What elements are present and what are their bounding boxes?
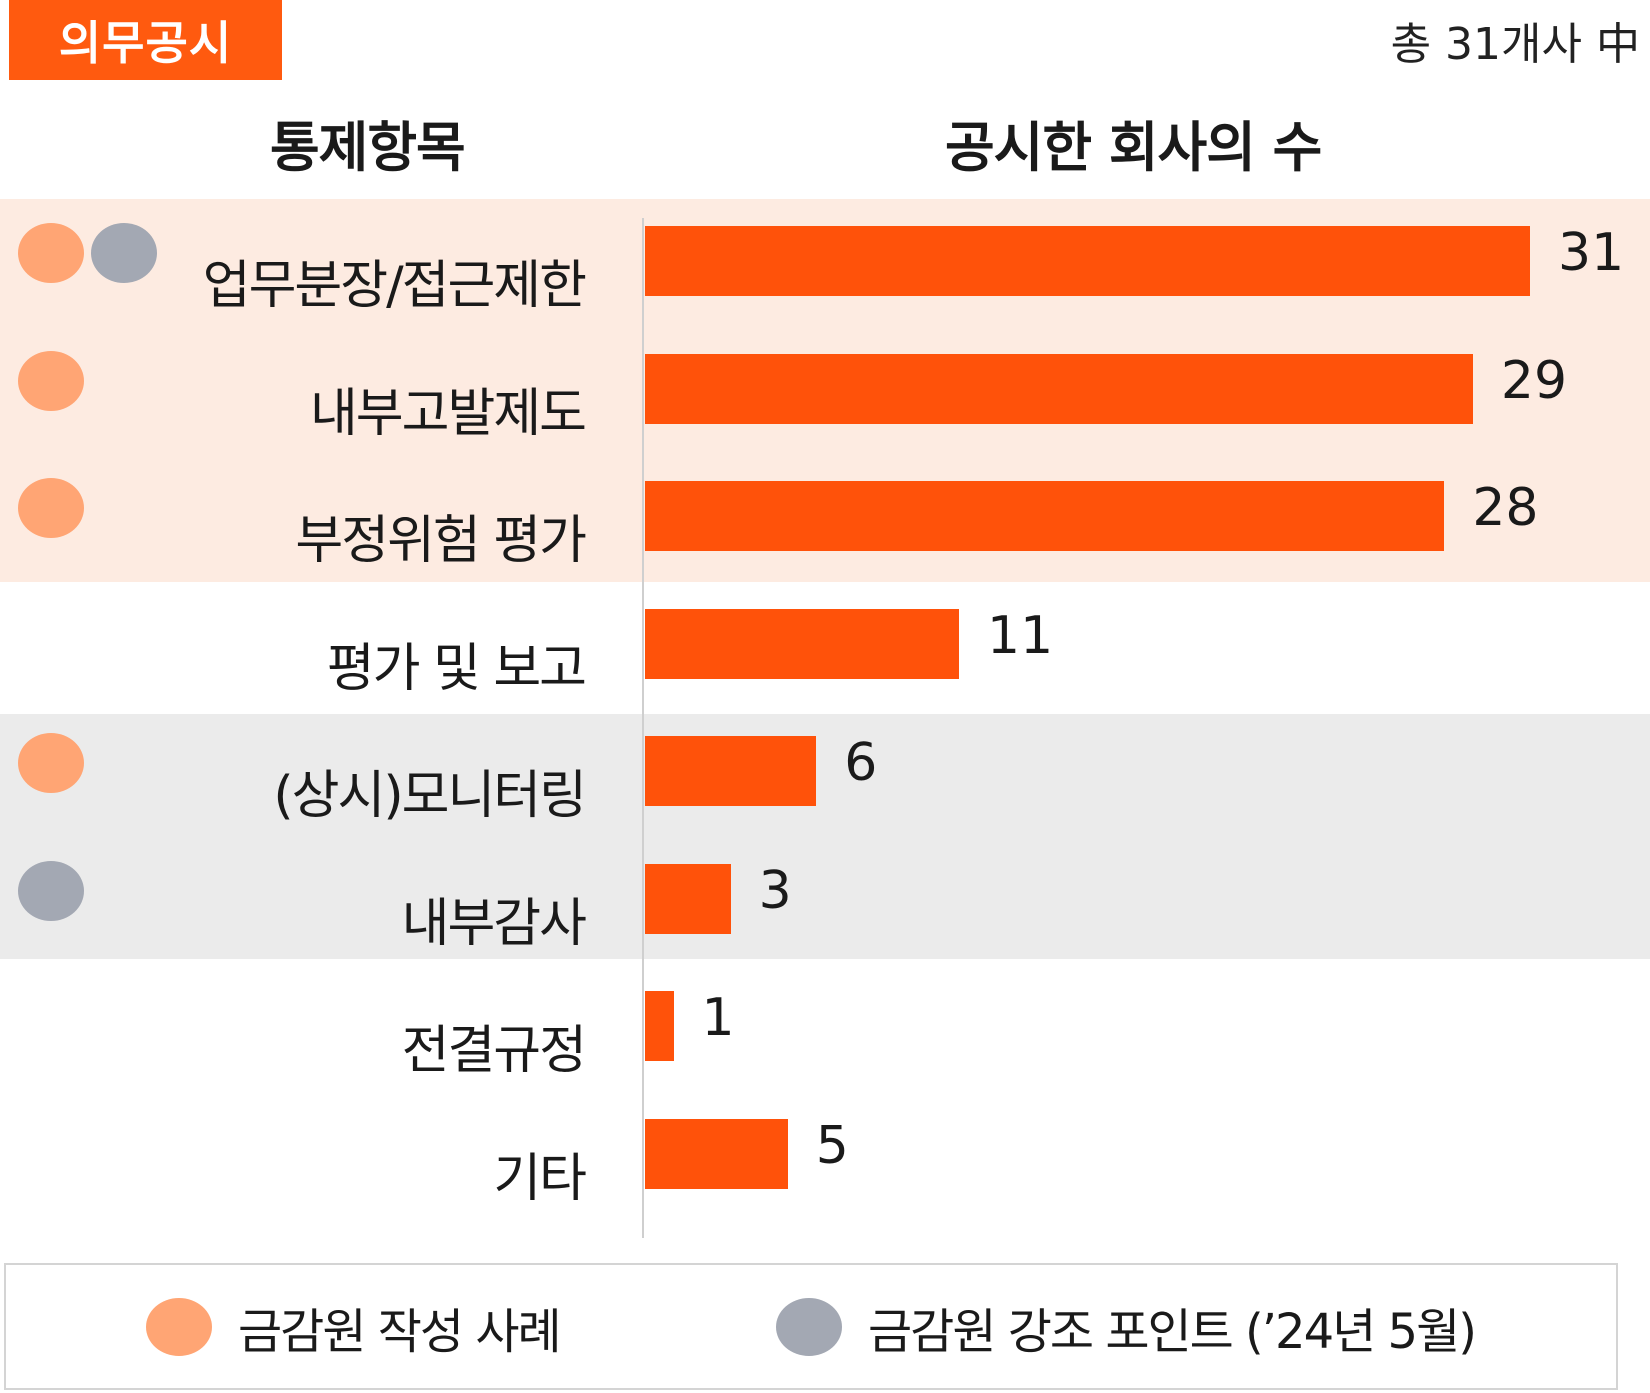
category-label: 기타 [493,1148,587,1209]
marker-dot-orange [18,733,84,793]
category-label: 내부감사 [401,893,587,954]
chart-row: 내부감사 3 [0,837,1650,965]
category-label: 내부고발제도 [309,383,587,444]
value-label: 11 [987,605,1054,666]
total-companies-note: 총 31개사 中 [1390,19,1640,70]
highlight-band-gray [0,714,1650,959]
value-label: 29 [1500,350,1568,411]
bar [645,1118,788,1189]
chart-row: 업무분장/접근제한 31 [0,199,1650,327]
company-count-header: 공시한 회사의 수 [945,116,1322,179]
value-label: 5 [815,1115,849,1176]
marker-dot-gray [18,860,84,921]
legend-label: 금감원 강조 포인트 (’24년 5월) [868,1303,1477,1360]
marker-dot-gray [91,223,157,283]
bar [645,226,1530,296]
chart-row: (상시)모니터링 6 [0,709,1650,837]
legend-item-fss-emphasis: 금감원 강조 포인트 (’24년 5월) [776,1265,1477,1388]
marker-dot-orange [18,350,84,411]
control-items-header: 통제항목 [270,116,466,179]
value-label: 31 [1558,223,1625,283]
bar [645,991,674,1061]
category-label: 전결규정 [401,1021,587,1081]
chart-row: 전결규정 1 [0,964,1650,1092]
bar [645,481,1445,551]
legend-item-fss-example: 금감원 작성 사례 [146,1265,562,1388]
category-label: 부정위험 평가 [295,511,587,571]
chart-row: 기타 5 [0,1092,1650,1220]
value-label: 3 [758,860,792,921]
marker-dot-orange [18,223,84,283]
mandatory-disclosure-badge: 의무공시 [9,0,282,80]
chart-row: 평가 및 보고 11 [0,582,1650,710]
chart-row: 부정위험 평가 28 [0,454,1650,582]
legend-dot-gray [776,1297,842,1356]
legend-dot-orange [146,1297,212,1356]
legend: 금감원 작성 사례 금감원 강조 포인트 (’24년 5월) [4,1263,1618,1390]
marker-dot-orange [18,478,84,538]
bar [645,608,960,679]
category-label: 업무분장/접근제한 [202,256,587,316]
value-label: 6 [844,733,878,793]
bar [645,863,731,934]
bar [645,353,1473,424]
legend-label: 금감원 작성 사례 [238,1303,562,1360]
value-label: 28 [1472,478,1539,538]
chart-row: 내부고발제도 29 [0,327,1650,455]
category-label: 평가 및 보고 [326,638,587,699]
value-label: 1 [701,988,735,1048]
bar [645,736,817,806]
category-label: (상시)모니터링 [273,766,587,826]
chart-axis-line [642,218,644,1238]
